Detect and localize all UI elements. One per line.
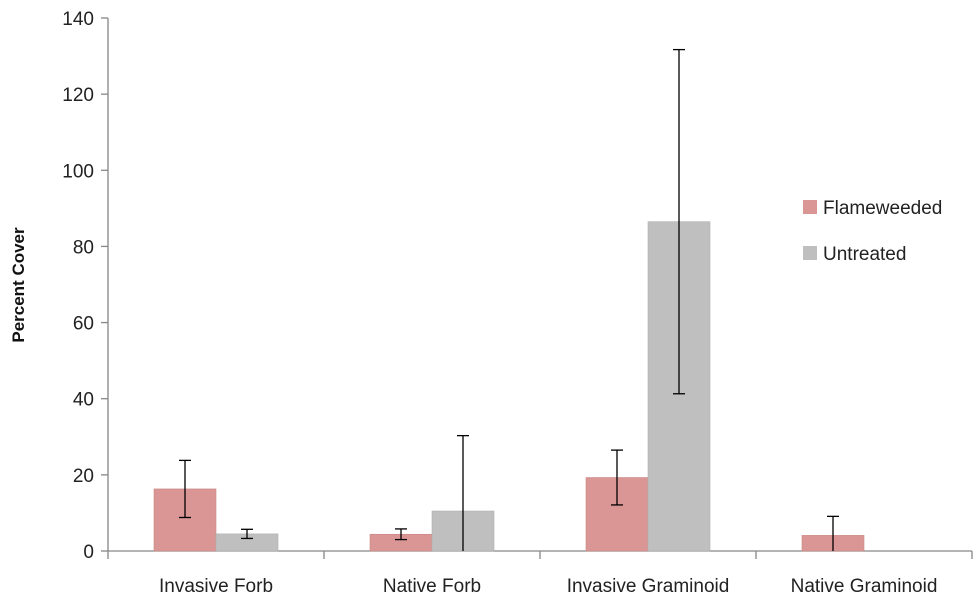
y-tick-label: 60: [73, 314, 94, 335]
y-tick-label: 20: [73, 466, 94, 487]
x-axis: Invasive Forb Native Forb Invasive Gramino…: [107, 550, 973, 597]
legend-swatch: [803, 200, 817, 214]
x-tick-label: Invasive Forb: [159, 576, 273, 597]
y-tick-label: 80: [73, 237, 94, 258]
y-tick-label: 140: [62, 9, 94, 30]
x-tick-label: Native Graminoid: [791, 576, 938, 597]
bars: [153, 221, 865, 552]
y-axis-label: Percent Cover: [9, 227, 28, 343]
error-bars: [179, 48, 839, 551]
y-tick-label: 0: [83, 542, 94, 563]
y-tick-label: 40: [73, 390, 94, 411]
legend: Flameweeded Untreated: [803, 198, 942, 265]
legend-label: Flameweeded: [823, 198, 942, 219]
x-tick-label: Native Forb: [383, 576, 481, 597]
legend-swatch: [803, 246, 817, 260]
y-tick-label: 100: [62, 161, 94, 182]
legend-label: Untreated: [823, 244, 906, 265]
y-axis: 0 20 40 60 80 100 120 140: [62, 9, 109, 563]
y-tick-label: 120: [62, 85, 94, 106]
x-tick-label: Invasive Graminoid: [567, 576, 730, 597]
